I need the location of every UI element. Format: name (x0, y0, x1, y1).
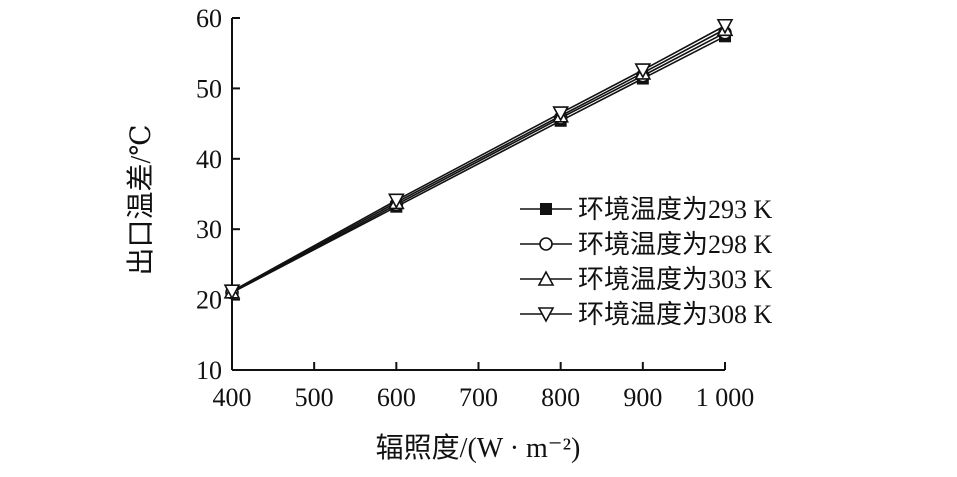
legend-label: 环境温度为303 K (578, 265, 773, 294)
ticks: 10 20 30 40 50 60 400 500 600 700 800 900 1 000 (196, 4, 754, 412)
x-tick-label: 400 (213, 383, 252, 412)
data-point (634, 63, 652, 79)
legend: 环境温度为293 K 环境温度为298 K 环境温度为303 K 环境温度为308 K (520, 195, 773, 329)
x-tick-label: 600 (377, 383, 416, 412)
y-tick-label: 60 (196, 4, 222, 33)
series-layer (223, 18, 734, 300)
legend-item-4: 环境温度为308 K (520, 300, 773, 329)
x-tick-label: 500 (295, 383, 334, 412)
data-point (716, 18, 734, 35)
legend-marker (540, 203, 552, 215)
series-4 (223, 18, 734, 300)
y-tick-label: 50 (196, 74, 222, 103)
legend-marker (537, 307, 555, 323)
data-point (552, 106, 570, 122)
x-tick-label: 800 (541, 383, 580, 412)
y-tick-label: 20 (196, 286, 222, 315)
y-tick-label: 10 (196, 356, 222, 385)
legend-item-2: 环境温度为298 K (520, 230, 773, 259)
x-tick-label: 1 000 (696, 383, 755, 412)
legend-label: 环境温度为308 K (578, 300, 773, 329)
x-tick-label: 900 (623, 383, 662, 412)
legend-marker (539, 237, 553, 251)
x-axis-title: 辐照度/(W · m⁻²) (376, 432, 581, 464)
x-tick-label: 700 (459, 383, 498, 412)
data-point (223, 284, 241, 300)
legend-marker (537, 270, 555, 286)
legend-label: 环境温度为293 K (578, 195, 773, 224)
legend-item-3: 环境温度为303 K (520, 265, 773, 294)
y-tick-label: 40 (196, 145, 222, 174)
y-axis-title: 出口温差/℃ (125, 124, 157, 275)
legend-item-1: 环境温度为293 K (520, 195, 773, 224)
legend-label: 环境温度为298 K (578, 230, 773, 259)
data-point (387, 193, 405, 210)
y-tick-label: 30 (196, 215, 222, 244)
